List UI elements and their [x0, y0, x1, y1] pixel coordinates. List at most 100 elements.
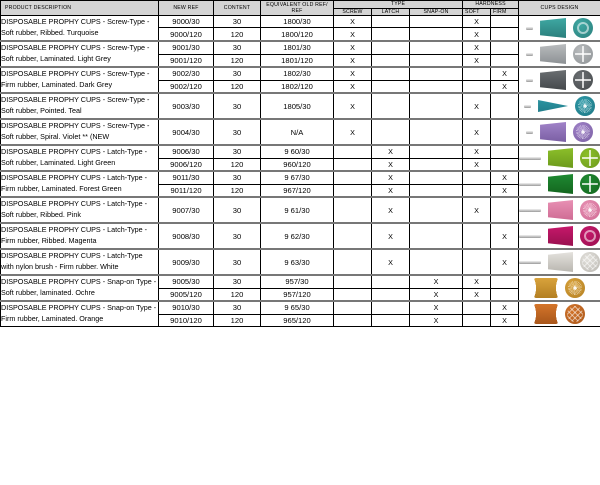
product-description-line2: Soft rubber, Laminated. Light Grey [1, 54, 111, 63]
table-row: DISPOSABLE PROPHY CUPS - Snap-on Type -F… [0, 299, 600, 327]
header-hardness: HARDNESS [462, 0, 520, 9]
new-ref-cell: 9010/30 [158, 299, 214, 315]
header-cups-design: CUPS DESIGN [518, 0, 600, 16]
cup-design-cell [518, 222, 600, 250]
table-row: DISPOSABLE PROPHY CUPS - Screw-Type - Sof… [0, 92, 600, 120]
type-snapon-cell: X [408, 274, 464, 289]
type-snapon-cell [408, 40, 464, 55]
equivalent-old-ref-cell: 965/120 [260, 313, 334, 328]
type-snapon-cell [408, 170, 464, 185]
hardness-firm-cell [490, 27, 520, 42]
type-latch-cell: X [371, 144, 410, 159]
cup-design-illustration [519, 16, 600, 40]
hardness-soft-cell: X [462, 118, 492, 146]
type-latch-cell [371, 14, 410, 29]
type-snapon-cell [408, 66, 464, 81]
cup-top-view-icon [580, 252, 600, 272]
content-cell: 30 [213, 14, 261, 29]
table-row: 9010/120 120 965/120 X X [1, 313, 600, 328]
equivalent-old-ref-cell: 1800/120 [260, 27, 334, 42]
cup-design-cell [518, 274, 600, 302]
content-cell: 30 [213, 196, 261, 224]
product-description-cell: DISPOSABLE PROPHY CUPS - Latch-Type - Sof… [0, 144, 159, 172]
content-cell: 120 [213, 287, 261, 302]
content-cell: 30 [213, 40, 261, 55]
type-screw-cell [333, 183, 372, 198]
cup-shank-icon [526, 130, 534, 134]
table-row: 9011/120 120 967/120 X X [1, 183, 600, 198]
product-description-cell: DISPOSABLE PROPHY CUPS - Latch-Type - Fir… [0, 170, 159, 198]
type-latch-cell [371, 79, 410, 94]
new-ref-cell: 9011/120 [158, 183, 214, 198]
hardness-firm-cell [490, 92, 520, 120]
hardness-soft-cell: X [462, 144, 492, 159]
type-snapon-cell [408, 92, 464, 120]
new-ref-cell: 9011/30 [158, 170, 214, 185]
cup-side-view-icon [534, 278, 559, 298]
cup-top-mesh-icon [567, 306, 584, 322]
equivalent-old-ref-cell: 9 62/30 [260, 222, 334, 250]
cup-design-illustration [519, 250, 600, 274]
hardness-firm-cell: X [490, 313, 520, 328]
type-screw-cell [333, 299, 372, 315]
cup-top-cross-icon [575, 46, 592, 62]
type-snapon-cell: X [408, 313, 464, 328]
type-screw-cell [333, 170, 372, 185]
type-snapon-cell [408, 118, 464, 146]
cup-top-ring-icon [577, 22, 590, 34]
new-ref-cell: 9000/30 [158, 14, 214, 29]
cup-top-dots-icon [576, 125, 591, 139]
hardness-soft-cell [462, 248, 492, 276]
new-ref-cell: 9006/30 [158, 144, 214, 159]
content-cell: 30 [213, 222, 261, 250]
product-description-line1: DISPOSABLE PROPHY CUPS - Latch-Type - [1, 225, 148, 235]
new-ref-cell: 9002/120 [158, 79, 214, 94]
header-hardness-firm: FIRM [490, 7, 520, 16]
cup-design-illustration [519, 224, 600, 248]
hardness-soft-cell: X [462, 287, 492, 302]
cup-top-view-icon [573, 122, 594, 142]
type-screw-cell: X [333, 53, 372, 68]
cup-top-view-icon [580, 200, 600, 220]
hardness-soft-cell: X [462, 40, 492, 55]
type-latch-cell [371, 118, 410, 146]
product-description-line2: Firm rubber, Laminated. Orange [1, 314, 104, 323]
cup-shank-icon [519, 156, 541, 160]
table-row: DISPOSABLE PROPHY CUPS - Screw-Type - Sof… [0, 40, 600, 68]
hardness-soft-cell: X [462, 157, 492, 172]
type-latch-cell: X [371, 248, 410, 276]
equivalent-old-ref-cell: 9 60/30 [260, 144, 334, 159]
header-row-primary: PRODUCT DESCRIPTION NEW REF CONTENT EQUI… [0, 0, 600, 16]
hardness-soft-cell [462, 66, 492, 81]
type-screw-cell [333, 196, 372, 224]
product-description-line2: Soft rubber, Laminated. Light Green [1, 158, 116, 167]
table-row: 9006/120 120 960/120 X X [1, 157, 600, 172]
header-type-snapon: SNAP-ON [408, 7, 464, 16]
table-row: DISPOSABLE PROPHY CUPS - Screw-Type - Sof… [0, 118, 600, 146]
content-cell: 30 [213, 66, 261, 81]
cup-shank-icon [519, 182, 541, 186]
new-ref-cell: 9001/120 [158, 53, 214, 68]
product-description-line1: DISPOSABLE PROPHY CUPS - Snap-on Type - [1, 277, 157, 287]
hardness-soft-cell [462, 299, 492, 315]
cup-design-cell [518, 40, 600, 68]
new-ref-cell: 9004/30 [158, 118, 214, 146]
cup-design-cell [518, 300, 600, 327]
cup-side-view-icon [547, 200, 574, 220]
header-new-ref: NEW REF [158, 0, 214, 16]
table-header: PRODUCT DESCRIPTION NEW REF CONTENT EQUI… [0, 0, 600, 16]
hardness-firm-cell [490, 287, 520, 302]
cup-design-illustration [519, 94, 600, 118]
product-description-line2: Soft rubber, Ribbed. Pink [1, 210, 81, 219]
cup-design-cell [518, 118, 600, 146]
cup-side-view-icon [540, 122, 567, 142]
cup-top-cross-icon [582, 176, 599, 192]
header-content: CONTENT [213, 0, 261, 16]
cup-design-illustration [519, 120, 600, 144]
cup-shank-icon [519, 208, 541, 212]
type-screw-cell [333, 222, 372, 250]
cup-design-cell [518, 196, 600, 224]
product-description-line2: Firm rubber, Ribbed. Magenta [1, 236, 97, 245]
cup-top-view-icon [580, 148, 600, 168]
hardness-firm-cell: X [490, 79, 520, 94]
